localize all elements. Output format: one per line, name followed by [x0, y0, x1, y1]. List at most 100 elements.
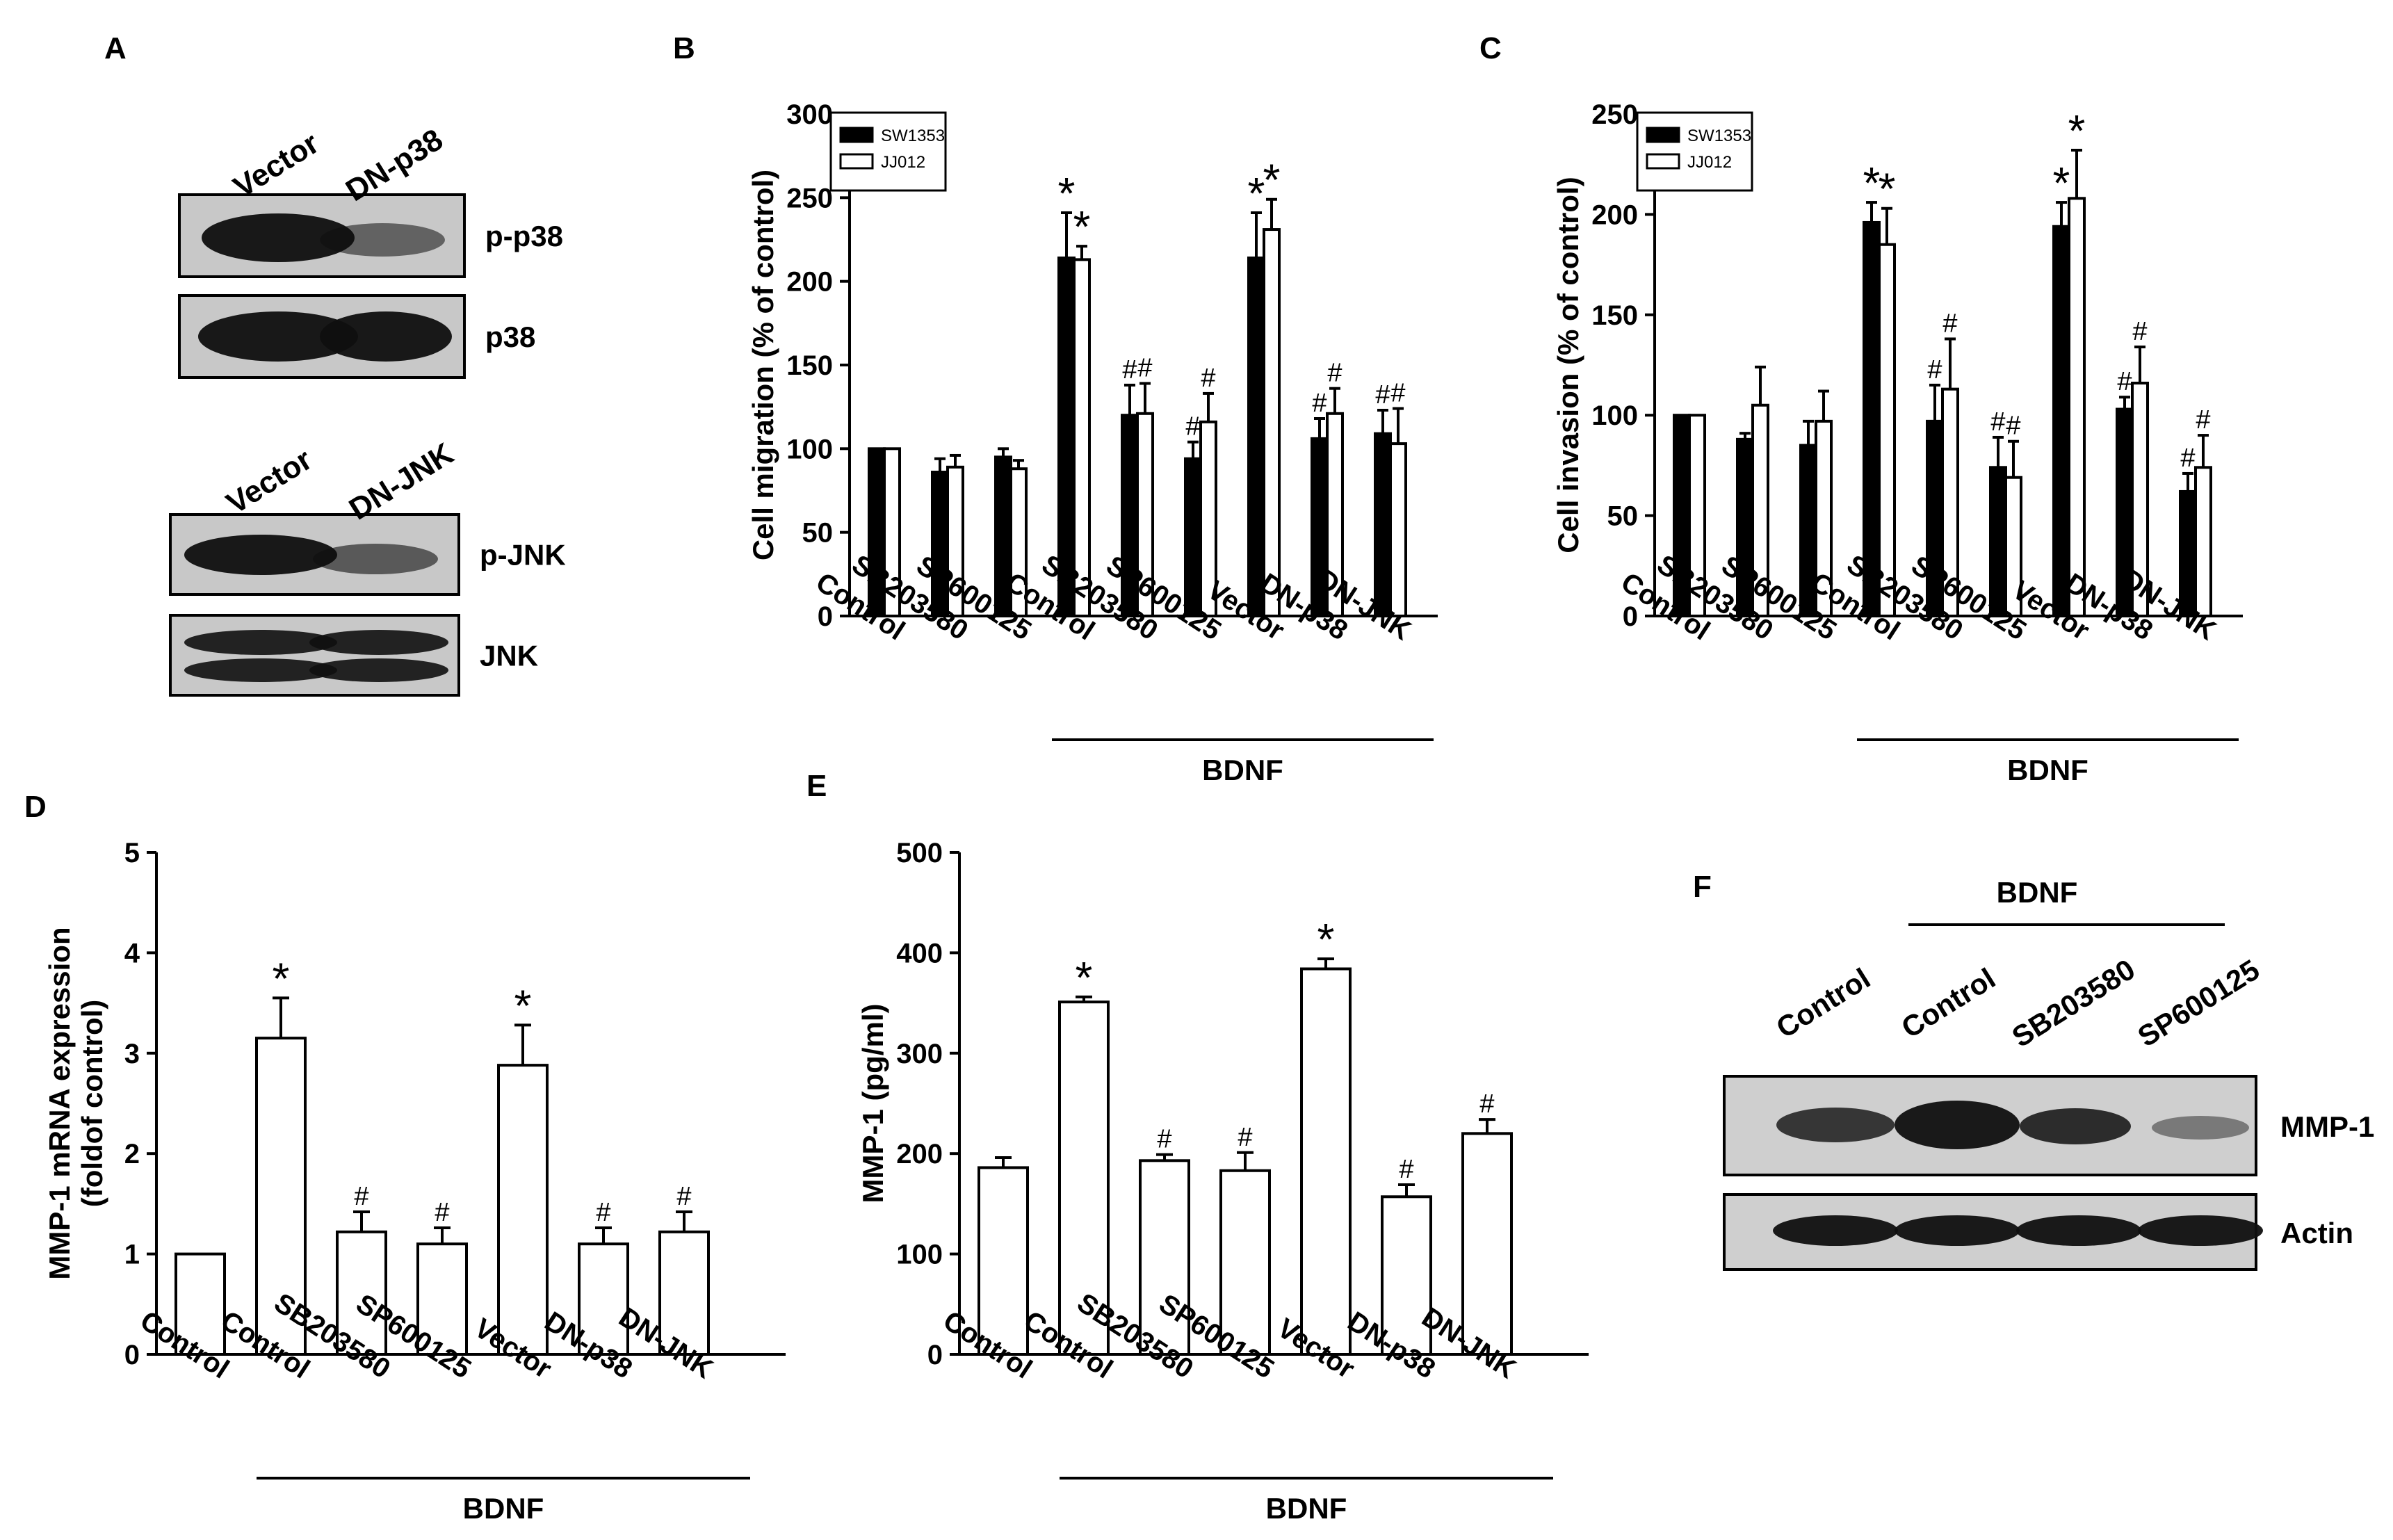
blot-band — [184, 630, 337, 655]
significance-mark: # — [1312, 389, 1327, 418]
significance-mark: # — [1927, 355, 1942, 384]
y-tick-label: 150 — [1591, 300, 1638, 331]
y-axis-label: MMP-1 mRNA expression — [43, 927, 76, 1279]
significance-mark: # — [1375, 380, 1390, 410]
blot-lane-label: Vector — [227, 126, 325, 204]
y-tick-label: 100 — [896, 1240, 943, 1270]
bar — [1300, 967, 1352, 1356]
blot-band — [202, 213, 355, 262]
y-tick-label: 150 — [786, 350, 833, 381]
y-axis-label: Cell migration (% of control) — [747, 170, 779, 560]
significance-mark: # — [1479, 1089, 1494, 1119]
y-tick-label: 5 — [124, 838, 140, 868]
panel-letter-f: F — [1693, 870, 1712, 904]
significance-mark: # — [1201, 364, 1215, 393]
significance-mark: # — [1157, 1125, 1171, 1154]
blot-band — [184, 535, 337, 575]
bar — [1878, 243, 1896, 618]
blot-row-label: JNK — [480, 640, 538, 672]
bar — [1073, 258, 1091, 617]
legend-swatch — [1646, 153, 1680, 170]
y-tick-label: 250 — [1591, 99, 1638, 130]
bar — [1263, 228, 1281, 617]
blot-band — [1895, 1215, 2020, 1246]
significance-mark: * — [1263, 155, 1281, 205]
significance-mark: * — [1863, 158, 1881, 208]
blot-row-label: MMP-1 — [2280, 1110, 2374, 1143]
blot-band — [184, 658, 337, 682]
y-tick-label: 200 — [1591, 200, 1638, 230]
y-tick-label: 500 — [896, 838, 943, 868]
significance-mark: # — [1122, 355, 1137, 384]
blot-band — [2020, 1108, 2131, 1144]
bar — [2052, 225, 2070, 617]
significance-mark: * — [2053, 158, 2070, 208]
y-tick-label: 0 — [124, 1340, 140, 1370]
blot-band — [309, 658, 448, 682]
significance-mark: # — [1238, 1123, 1252, 1152]
bar — [578, 1242, 629, 1356]
panel-letter-d: D — [24, 790, 47, 824]
blot-lane-label: SP600125 — [2132, 953, 2265, 1053]
y-tick-label: 0 — [927, 1340, 943, 1370]
bar — [1389, 442, 1407, 618]
bar — [416, 1242, 468, 1356]
significance-mark: * — [1058, 168, 1076, 218]
blot-lane-label: Control — [1896, 962, 2002, 1044]
significance-mark: # — [1399, 1155, 1413, 1184]
panel-letter-e: E — [806, 769, 827, 803]
significance-mark: # — [2196, 405, 2210, 435]
bar — [1688, 414, 1706, 617]
bar — [1247, 256, 1265, 617]
significance-mark: # — [354, 1182, 368, 1211]
bdnf-bracket-label: BDNF — [2007, 754, 2088, 786]
y-tick-label: 400 — [896, 938, 943, 968]
bar-chart-cell-invasion: 0 50 100 150 200 250 Cell invasion (% of contr… — [1552, 99, 2243, 786]
significance-mark: # — [2006, 412, 2020, 441]
bar — [2068, 197, 2086, 617]
significance-mark: # — [1137, 353, 1152, 382]
legend-swatch — [839, 127, 874, 143]
blot-band — [313, 544, 438, 574]
bar — [1184, 457, 1202, 617]
y-tick-label: 3 — [124, 1039, 140, 1069]
panel-letter-b: B — [673, 31, 695, 65]
significance-mark: * — [514, 980, 532, 1030]
significance-mark: # — [2180, 444, 2195, 473]
significance-mark: # — [1390, 379, 1405, 408]
legend-label: JJ012 — [1687, 153, 1732, 172]
legend-box — [829, 111, 947, 192]
y-tick-label: 2 — [124, 1139, 140, 1169]
blot-band — [2152, 1116, 2249, 1140]
blot-band — [320, 311, 452, 362]
y-axis-label: Cell invasion (% of control) — [1552, 177, 1584, 553]
blot-band — [320, 223, 445, 257]
bdnf-bracket-label: BDNF — [1266, 1492, 1347, 1525]
significance-mark: # — [596, 1198, 610, 1227]
panel-letter-a: A — [104, 31, 127, 65]
y-tick-label: 100 — [1591, 400, 1638, 431]
blot-row-label: Actin — [2280, 1217, 2353, 1249]
blot-band — [2138, 1215, 2263, 1246]
blot-row-label: p-p38 — [485, 220, 563, 252]
significance-mark: * — [1879, 164, 1896, 214]
y-tick-label: 100 — [786, 434, 833, 464]
bar — [255, 1037, 307, 1356]
y-tick-label: 50 — [802, 518, 834, 549]
y-tick-label: 50 — [1607, 501, 1639, 532]
y-tick-label: 0 — [1623, 601, 1638, 632]
bar — [1461, 1132, 1513, 1356]
y-tick-label: 250 — [786, 183, 833, 213]
blot-band — [1776, 1108, 1895, 1142]
significance-mark: * — [1076, 953, 1093, 1003]
bar — [497, 1064, 549, 1356]
y-tick-label: 1 — [124, 1240, 140, 1270]
y-axis-label-line2: (foldof control) — [76, 1000, 108, 1208]
bar — [1058, 1000, 1110, 1356]
significance-mark: * — [1248, 168, 1265, 218]
bdnf-bracket-label: BDNF — [463, 1492, 544, 1525]
significance-mark: # — [1942, 309, 1957, 338]
bar-chart-mmp1-mrna: 0 1 2 3 4 5 MMP-1 mRNA expression (foldof contr… — [43, 838, 786, 1525]
